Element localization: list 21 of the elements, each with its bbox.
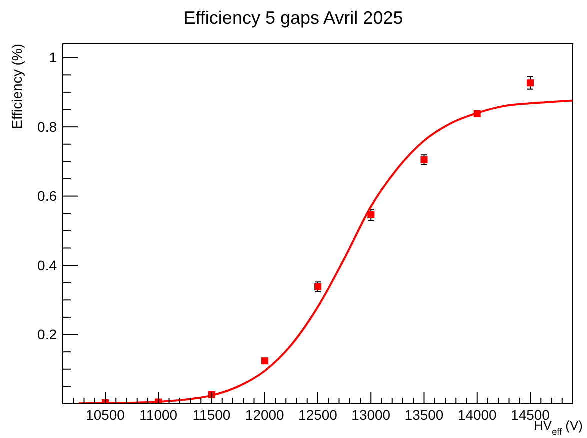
- x-tick-label: 14000: [458, 407, 498, 423]
- point: [261, 358, 268, 365]
- x-tick-label: 10500: [86, 407, 126, 423]
- y-tick-label: 1: [49, 50, 58, 66]
- x-tick-label: 13500: [404, 407, 444, 423]
- y-tick-label: 0.6: [38, 188, 58, 204]
- point: [527, 80, 534, 87]
- x-tick-label: 12000: [245, 407, 285, 423]
- y-tick-label: 0.8: [38, 118, 58, 135]
- point: [368, 212, 375, 218]
- x-tick-label: 13000: [352, 407, 391, 423]
- x-tick-label: 11000: [140, 407, 178, 423]
- line-series: [78, 100, 573, 404]
- y-axis-title: Efficiency (%): [9, 44, 25, 130]
- y-tick-label: 0.4: [38, 257, 58, 274]
- point: [420, 156, 428, 164]
- chart-title: Efficiency 5 gaps Avril 2025: [184, 8, 404, 28]
- y-tick-label: 0.2: [38, 326, 58, 343]
- x-tick-label: 11500: [192, 407, 231, 423]
- x-tick-label: 12500: [298, 407, 338, 423]
- point: [314, 284, 322, 290]
